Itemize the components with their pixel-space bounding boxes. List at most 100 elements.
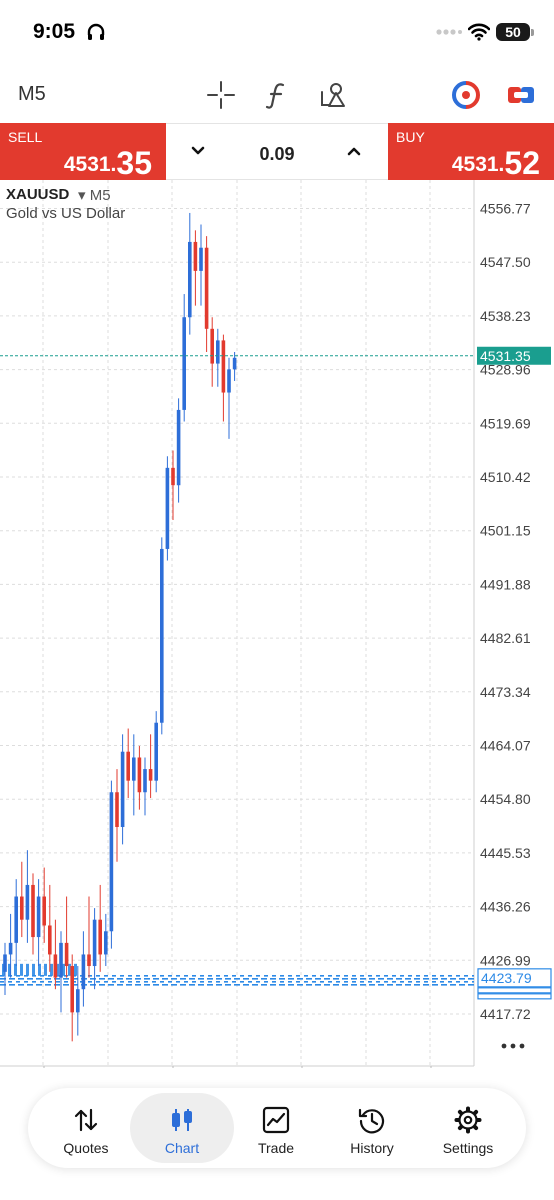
y-tick-label: 4454.80 [480, 791, 531, 807]
y-tick-label: 4482.61 [480, 630, 531, 646]
candle-body [36, 896, 41, 938]
chart-symbol[interactable]: XAUUSD [6, 186, 70, 203]
y-tick-label: 4445.53 [480, 845, 531, 861]
candle-body [216, 340, 220, 364]
y-tick-label: 4528.96 [480, 362, 531, 378]
candle-body [182, 317, 186, 410]
bid-price-label: 4531.35 [480, 348, 531, 364]
sell-button[interactable]: SELL 4531.35 [0, 123, 166, 181]
wifi-icon [468, 23, 490, 41]
position-marker [50, 963, 53, 976]
candle-body [104, 931, 108, 955]
position-price-box [477, 968, 552, 988]
chart-toolbar: M5 [0, 66, 554, 122]
chevron-down-icon[interactable] [190, 143, 206, 159]
chart-canvas[interactable]: 4423.79 4556.77 4547.50 4538.23 4528.96 4519… [0, 180, 554, 1068]
candle-body [193, 241, 198, 271]
candle-body [98, 919, 102, 955]
y-tick-label: 4538.23 [480, 308, 531, 324]
candle-body [20, 896, 24, 920]
battery-indicator: 50 [496, 23, 530, 41]
candle-body [227, 369, 231, 393]
nav-chart-label: Chart [164, 1140, 200, 1156]
nav-history[interactable]: History [322, 1088, 422, 1168]
buy-button[interactable]: BUY 4531.52 [388, 123, 554, 181]
one-click-trading-icon[interactable] [451, 80, 481, 110]
candle-body [115, 792, 119, 828]
candle-body [87, 954, 91, 967]
chart-symbol-timeframe[interactable]: ▾ M5 [78, 187, 111, 204]
candle-body [232, 357, 237, 370]
position-marker [38, 963, 41, 976]
candle-body [137, 757, 142, 793]
headphones-icon [87, 23, 105, 40]
nav-trade[interactable]: Trade [226, 1088, 326, 1168]
indicators-function-icon[interactable] [262, 80, 292, 110]
position-marker [62, 963, 65, 976]
position-price-box-3 [477, 993, 552, 1000]
candle-body [120, 751, 125, 828]
y-tick-label: 4510.42 [480, 469, 531, 485]
candle-body [59, 942, 63, 978]
candle-body [126, 751, 130, 781]
status-time: 9:05 [33, 20, 76, 43]
candle-body [132, 757, 136, 781]
y-tick-label: 4491.88 [480, 576, 531, 592]
position-marker [32, 963, 35, 976]
buy-price: 4531.52 [451, 142, 540, 181]
candle-body [48, 925, 52, 955]
candle-body [64, 942, 69, 967]
position-price-box-2 [477, 987, 552, 994]
position-marker [8, 963, 11, 976]
candle-body [221, 340, 226, 393]
candle-body [199, 247, 203, 271]
candle-body [42, 896, 46, 926]
sell-price: 4531.35 [64, 142, 152, 181]
candle-body [70, 966, 74, 1013]
candle-body [171, 467, 175, 486]
nav-settings[interactable]: Settings [418, 1088, 518, 1168]
y-tick-label: 4547.50 [480, 254, 531, 270]
candle-body [160, 548, 164, 723]
sell-price-pips: 35 [116, 145, 152, 181]
nav-history-label: History [350, 1140, 394, 1156]
drawing-objects-icon[interactable] [318, 80, 348, 110]
bid-price-tag [477, 346, 551, 365]
timeframe-button[interactable]: M5 [18, 83, 46, 105]
volume-value[interactable]: 0.09 [259, 144, 295, 164]
y-tick-label: 4473.34 [480, 684, 531, 700]
status-bar: 9:05 50 [0, 0, 554, 66]
candle-body [210, 328, 214, 364]
position-marker [74, 963, 77, 976]
trade-panel-toggle-icon[interactable] [506, 80, 536, 110]
candle-body [204, 247, 209, 329]
chevron-up-icon[interactable] [346, 143, 362, 159]
buy-label: BUY [396, 129, 425, 145]
chart-description: Gold vs US Dollar [6, 205, 126, 222]
candle-body [165, 467, 170, 549]
settings-gear-icon [454, 1106, 482, 1134]
nav-chart[interactable]: Chart [130, 1093, 234, 1163]
position-marker [44, 963, 47, 976]
position-marker [56, 963, 59, 976]
candle-body [92, 919, 97, 967]
candle-body [3, 954, 7, 972]
candle-body [176, 409, 181, 486]
y-tick-label: 4436.26 [480, 899, 531, 915]
quotes-arrows-icon [74, 1108, 98, 1132]
price-chart[interactable]: 4423.79 4556.77 4547.50 4538.23 4528.96 4519… [0, 180, 554, 1068]
crosshair-icon[interactable] [206, 80, 236, 110]
position-marker [68, 963, 71, 976]
candle-body [31, 884, 35, 938]
battery-tip [531, 29, 534, 36]
cellular-signal-icon [436, 29, 462, 35]
y-tick-label: 4501.15 [480, 523, 531, 539]
buy-price-main: 4531. [451, 153, 505, 176]
more-options-icon[interactable] [500, 1042, 526, 1050]
sell-label: SELL [8, 129, 43, 145]
candle-body [53, 954, 58, 978]
nav-quotes[interactable]: Quotes [36, 1088, 136, 1168]
history-clock-icon [358, 1108, 385, 1134]
candle-body [109, 792, 114, 932]
candle-body [188, 241, 192, 318]
